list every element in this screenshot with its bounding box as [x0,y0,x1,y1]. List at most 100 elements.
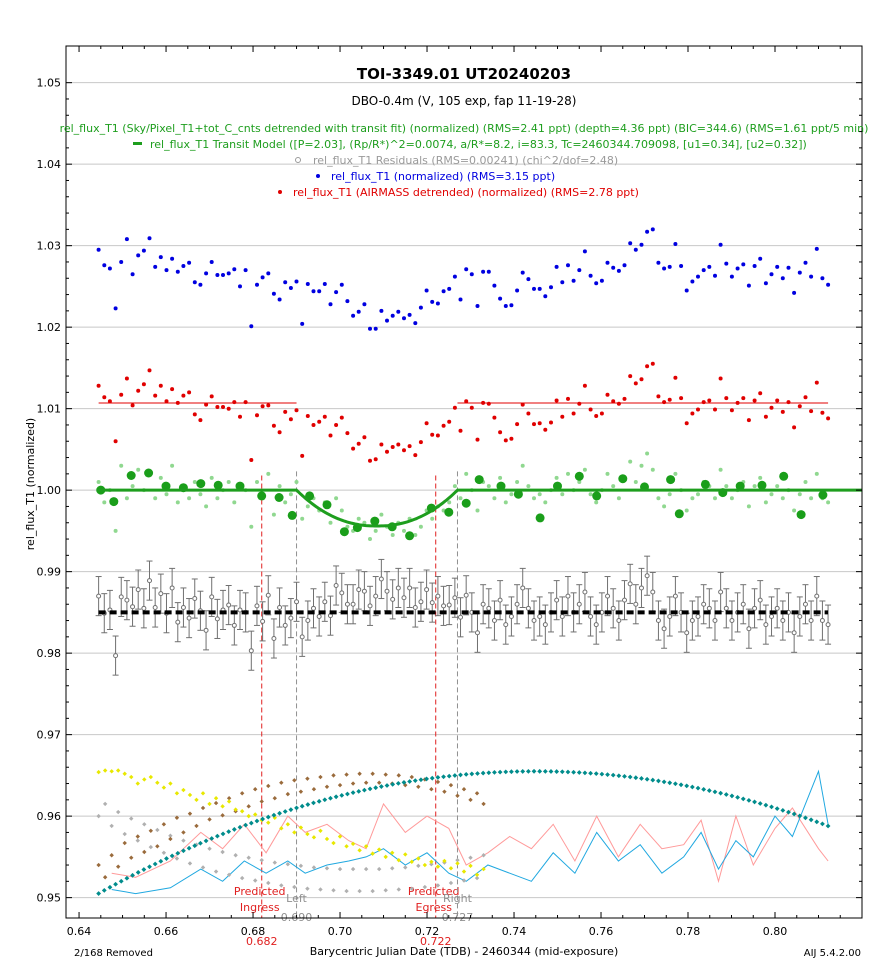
comparison-gray-point [305,886,310,891]
comparison-gray-point [461,878,467,883]
detrended-fit-unbinned-point [373,528,378,533]
airmass-point [803,815,808,821]
detrended-fit-unbinned-point [362,520,367,525]
raw-flux-point [469,272,474,277]
airmass-point [706,788,712,793]
comparison-gray-point [200,865,206,870]
residual-point [746,626,752,632]
airmass-detrended-point [520,402,525,407]
raw-flux-point [758,256,763,261]
comparison-yellow-point [331,840,336,846]
airmass-detrended-point [136,388,141,393]
y-axis-label: rel_flux_T1 (normalized) [24,418,37,550]
comparison-yellow-point [226,799,232,804]
airmass-point [407,779,413,784]
detrended-fit-unbinned-point [96,480,101,484]
airmass-detrended-point [288,417,293,422]
airmass-point [248,820,254,826]
detrended-binned-point [700,479,710,489]
residual-point [356,587,362,593]
airmass-point [808,817,814,823]
airmass-detrended-point [447,419,452,424]
raw-flux-point [786,265,791,270]
plot-frame [65,45,863,919]
detrended-fit-unbinned-point [763,500,768,505]
residual-point [248,648,254,654]
raw-flux-point [752,264,757,268]
airmass-detrended-point [96,383,101,388]
raw-flux-point [390,313,395,318]
raw-flux-point [345,299,350,304]
raw-flux-point [611,265,616,270]
comparison-gray-point [403,865,408,870]
residual-point [622,597,628,603]
comparison-yellow-point [187,792,193,798]
residual-point [718,589,724,595]
detrended-fit-unbinned-point [379,512,384,517]
airmass-point [395,780,401,786]
airmass-point [610,772,616,778]
legend-entry: rel_flux_T1 (Sky/Pixel_T1+tot_C_cnts det… [60,122,869,135]
airmass-point [525,768,531,774]
comparison-yellow-point [435,864,441,869]
airmass-detrended-point [611,399,616,404]
detrended-fit-unbinned-point [277,484,282,489]
residual-point [486,605,492,611]
detrended-binned-point [796,510,806,520]
detrended-fit-unbinned-point [418,524,423,529]
residual-point [203,627,209,633]
detrended-fit-unbinned-point [271,512,276,517]
detrended-fit-unbinned-point [628,459,633,464]
detrended-binned-point [287,510,297,520]
raw-flux-point [515,288,520,293]
airmass-point [164,856,169,861]
airmass-detrended-point [492,415,497,420]
airmass-point [582,770,588,776]
transit-marker-label: Egress [416,901,453,914]
comparison-brown-point [448,782,454,788]
airmass-detrended-point [690,411,695,416]
comparison-gray-point [187,861,193,866]
comparison-yellow-point [350,841,356,847]
airmass-detrended-point [486,401,491,406]
residual-point [514,601,520,607]
comparison-yellow-point [337,834,343,839]
model-curves [96,402,862,615]
detrended-fit-unbinned-point [113,528,118,533]
residual-point [350,601,356,607]
airmass-point [723,792,729,797]
raw-flux-point [158,255,163,260]
comparison-gray-point [331,888,336,893]
comparison-gray-point [266,880,271,886]
airmass-point [378,784,384,789]
comparison-yellow-point [370,851,375,856]
raw-flux-point [141,248,146,253]
detrended-fit-unbinned-point [402,528,406,533]
comparison-yellow-point [220,804,225,809]
airmass-detrended-point [294,408,299,413]
detrended-fit-unbinned-point [509,492,514,497]
airmass-point [763,802,769,808]
x-axis-label: Barycentric Julian Date (TDB) - 2460344 … [310,945,619,958]
airmass-detrended-point [209,394,214,399]
airmass-point [271,812,277,818]
airmass-detrended-point [713,407,717,412]
airmass-point [390,782,396,787]
airmass-detrended-point [701,400,706,405]
residual-point [520,585,526,591]
residual-point [497,597,503,603]
comparison-yellow-point [390,850,395,856]
airmass-detrended-point [351,446,356,451]
raw-flux-point [175,269,180,274]
residual-point [344,601,350,607]
raw-flux-point [526,277,531,282]
airmass-detrended-point [543,427,548,432]
raw-flux-point [317,289,322,294]
detrended-fit-unbinned-point [803,480,808,484]
residual-point [412,605,418,611]
residual-point [537,613,543,619]
airmass-detrended-point [628,374,633,379]
airmass-detrended-point [198,418,203,423]
raw-flux-point [243,268,248,273]
